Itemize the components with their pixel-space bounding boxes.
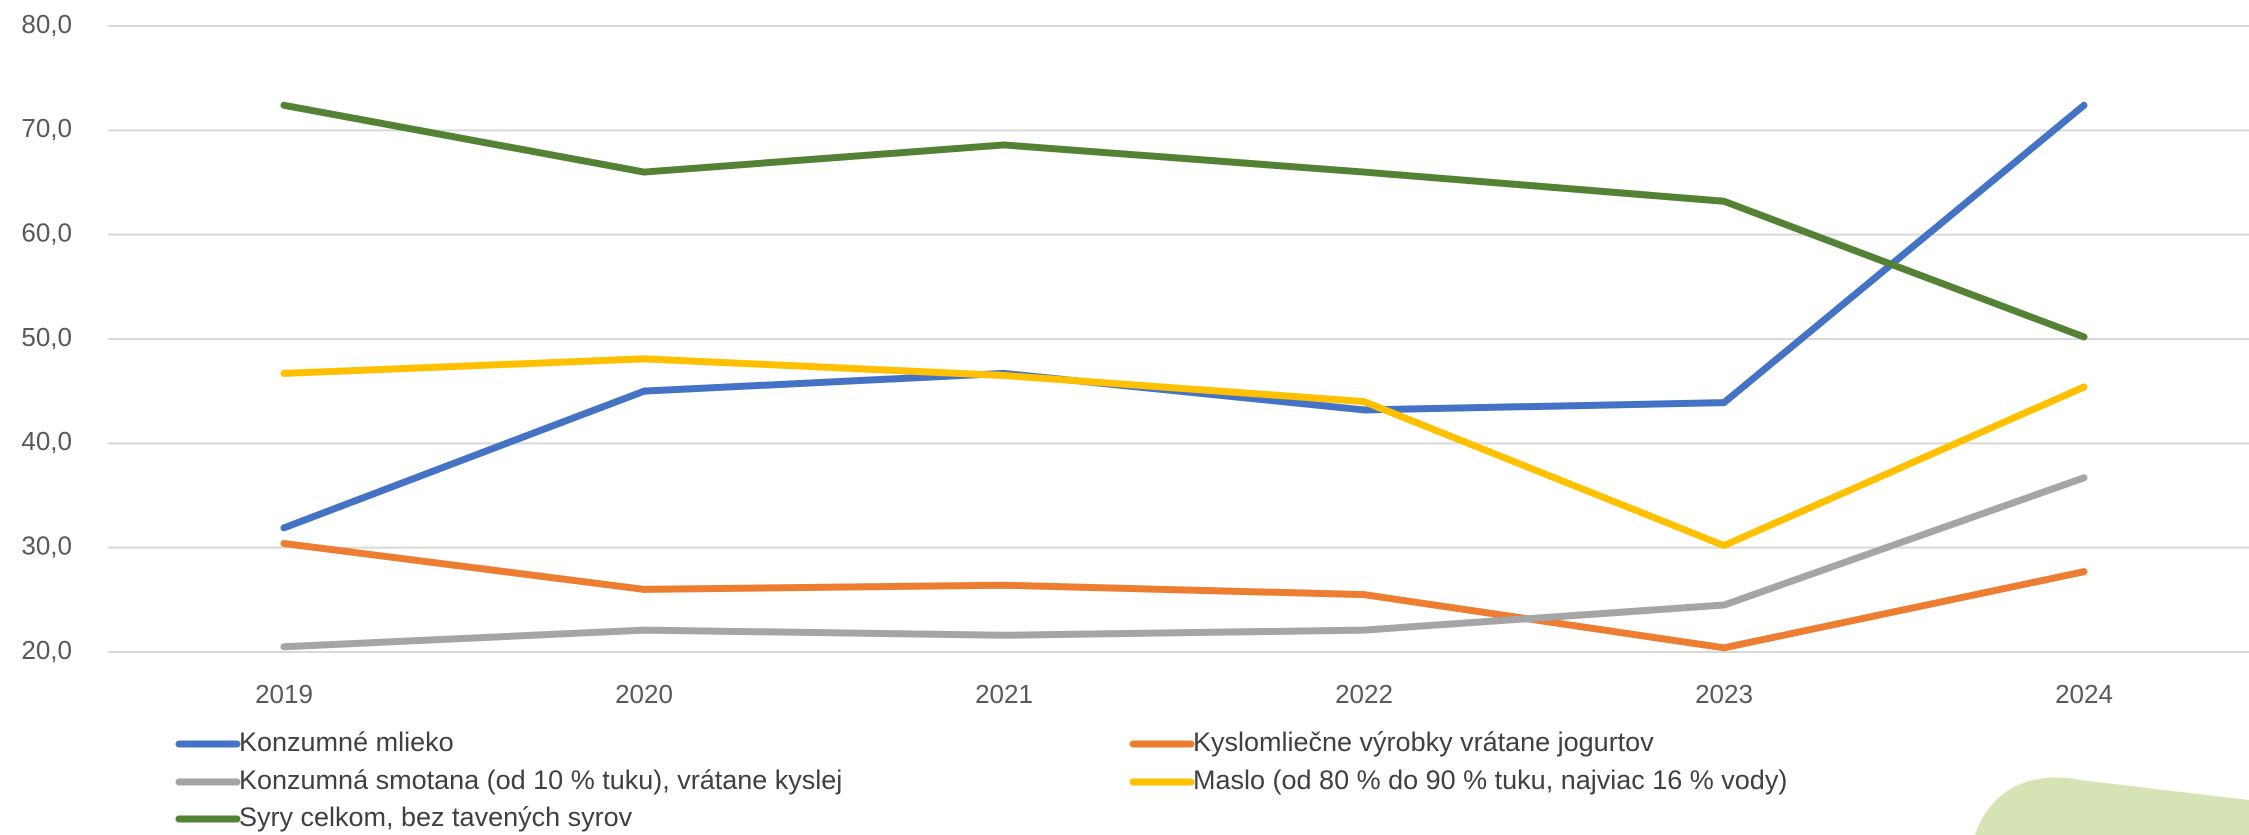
legend-label: Konzumná smotana (od 10 % tuku), vrátane…	[239, 765, 842, 795]
decoration	[1975, 777, 2249, 835]
legend-label: Konzumné mlieko	[239, 727, 454, 757]
y-tick-label: 50,0	[21, 322, 72, 352]
y-tick-label: 40,0	[21, 426, 72, 456]
y-tick-label: 70,0	[21, 113, 72, 143]
series-line	[284, 105, 2084, 337]
y-tick-label: 20,0	[21, 635, 72, 665]
legend-label: Kyslomliečne výrobky vrátane jogurtov	[1193, 727, 1654, 757]
x-tick-label: 2024	[2055, 679, 2113, 709]
y-tick-label: 60,0	[21, 218, 72, 248]
x-tick-label: 2019	[255, 679, 313, 709]
series-line	[284, 105, 2084, 528]
series-line	[284, 359, 2084, 546]
x-tick-label: 2023	[1695, 679, 1753, 709]
x-tick-label: 2022	[1335, 679, 1393, 709]
x-tick-label: 2021	[975, 679, 1033, 709]
x-tick-label: 2020	[615, 679, 673, 709]
legend-label: Maslo (od 80 % do 90 % tuku, najviac 16 …	[1193, 765, 1787, 795]
legend-label: Syry celkom, bez tavených syrov	[239, 802, 633, 832]
page: 20,0 30,0 40,0 50,0 60,0 70,0 80,0 2019 2020 2021…	[0, 0, 2249, 835]
chart: 20,0 30,0 40,0 50,0 60,0 70,0 80,0 2019 2020 2021…	[0, 0, 2249, 835]
y-tick-label: 30,0	[21, 531, 72, 561]
y-tick-label: 80,0	[21, 9, 72, 39]
